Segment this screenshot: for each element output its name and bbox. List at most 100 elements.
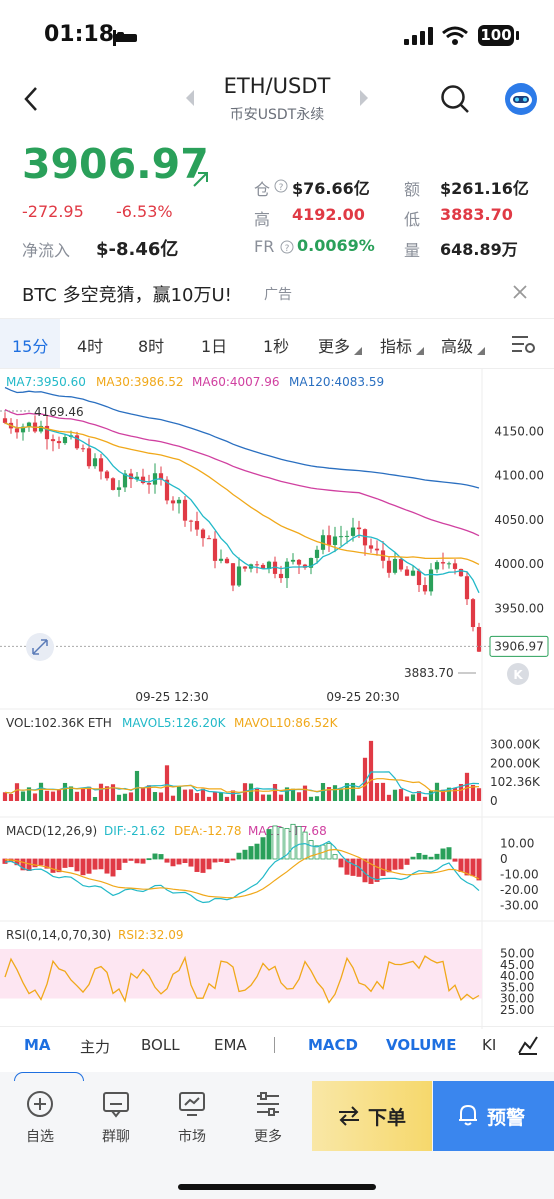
macd-histogram-bar bbox=[446, 847, 452, 860]
volume-bar bbox=[110, 784, 116, 801]
macd-histogram-bar bbox=[368, 858, 374, 884]
pair-title[interactable]: ETH/USDT bbox=[223, 74, 331, 98]
macd-histogram-bar bbox=[62, 858, 68, 868]
indicator-tab[interactable]: VOLUME bbox=[386, 1036, 457, 1054]
volume-bar bbox=[200, 788, 206, 801]
volume-bar bbox=[428, 790, 434, 801]
indicator-tab[interactable]: EMA bbox=[214, 1036, 247, 1054]
volume-bar bbox=[116, 794, 122, 801]
volume-bar bbox=[176, 786, 182, 801]
price-axis-tick: 4100.00 bbox=[494, 469, 544, 483]
macd-legend: MACD(12,26,9) bbox=[6, 824, 97, 838]
candle-body bbox=[104, 471, 110, 479]
candle-body bbox=[434, 562, 440, 570]
macd-histogram-bar bbox=[278, 827, 284, 860]
volume-bar bbox=[164, 765, 170, 801]
order-button[interactable]: 下单 bbox=[312, 1081, 432, 1151]
close-icon[interactable] bbox=[512, 284, 528, 300]
ad-text[interactable]: BTC 多空竞猜，赢10万U! bbox=[22, 285, 232, 306]
volume-bar bbox=[122, 793, 128, 801]
interval-tab[interactable]: 高级 bbox=[441, 337, 474, 356]
volume-bar bbox=[356, 795, 362, 801]
interval-tab[interactable]: 4时 bbox=[77, 337, 104, 356]
candle-body bbox=[368, 545, 374, 549]
candle-body bbox=[428, 569, 434, 592]
volume-bar bbox=[470, 784, 476, 801]
volume-bar bbox=[476, 788, 482, 801]
nav-item-1[interactable]: 群聊 bbox=[90, 1090, 142, 1150]
rsi-axis-tick: 45.00 bbox=[500, 958, 534, 972]
macd-histogram-bar bbox=[104, 858, 110, 874]
interval-tab[interactable]: 指标 bbox=[380, 337, 413, 356]
robot-assistant-icon[interactable] bbox=[504, 82, 538, 116]
back-chevron-icon[interactable] bbox=[22, 86, 40, 112]
macd-histogram-bar bbox=[464, 858, 470, 876]
volume-bar bbox=[158, 792, 164, 801]
volume-bar bbox=[218, 792, 224, 801]
ma-legend-item: MA60:4007.96 bbox=[192, 375, 280, 389]
macd-histogram-bar bbox=[242, 849, 248, 860]
rsi-axis-tick: 35.00 bbox=[500, 980, 534, 994]
volume-bar bbox=[68, 786, 74, 801]
interval-tab[interactable]: 1秒 bbox=[263, 337, 290, 356]
volume-bar bbox=[146, 785, 152, 801]
volume-bar bbox=[272, 783, 278, 801]
volume-bar bbox=[320, 783, 326, 801]
interval-tab[interactable]: 8时 bbox=[138, 337, 165, 356]
volume-bar bbox=[212, 791, 218, 801]
volume-bar bbox=[248, 783, 254, 801]
indicator-tab[interactable]: BOLL bbox=[141, 1036, 180, 1054]
high-label: 高 bbox=[254, 210, 271, 229]
volume-bar bbox=[434, 782, 440, 801]
volume-bar bbox=[140, 787, 146, 801]
indicator-tab[interactable]: MACD bbox=[308, 1036, 358, 1054]
rsi-axis-tick: 30.00 bbox=[500, 992, 534, 1006]
candle-body bbox=[164, 479, 170, 501]
chart-area[interactable]: MA7:3950.60 MA30:3986.52 MA60:4007.96 MA120… bbox=[0, 368, 554, 1029]
alert-button[interactable]: 预警 bbox=[433, 1081, 554, 1151]
low-label: 低 bbox=[404, 210, 421, 229]
info-icon[interactable]: ? bbox=[274, 179, 288, 193]
volume-bar bbox=[104, 786, 110, 801]
macd-histogram-bar bbox=[344, 858, 350, 875]
volume-bar bbox=[290, 788, 296, 801]
chart-settings-icon[interactable] bbox=[512, 334, 536, 354]
macd-histogram-bar bbox=[74, 858, 80, 872]
alert-label: 预警 bbox=[487, 1107, 526, 1129]
indicator-tab[interactable]: 主力 bbox=[80, 1038, 111, 1056]
macd-histogram-bar bbox=[416, 853, 422, 860]
info-icon[interactable]: ? bbox=[280, 240, 294, 254]
sleep-bed-icon bbox=[113, 30, 137, 46]
macd-histogram-bar bbox=[440, 848, 446, 860]
draw-tool-icon[interactable] bbox=[516, 1033, 540, 1057]
interval-tab[interactable]: 15分 bbox=[12, 337, 49, 356]
volume-bar bbox=[230, 790, 236, 801]
macd-axis-tick: -10.00 bbox=[500, 868, 539, 882]
candle-body bbox=[212, 538, 218, 561]
next-pair-icon[interactable] bbox=[358, 90, 368, 106]
nav-item-2[interactable]: 市场 bbox=[166, 1090, 218, 1150]
macd-histogram-bar bbox=[200, 858, 206, 873]
candle-body bbox=[332, 536, 338, 545]
volume-bar bbox=[326, 787, 332, 801]
indicator-tab[interactable]: KI bbox=[482, 1036, 497, 1054]
indicator-tab[interactable]: MA bbox=[24, 1036, 51, 1054]
candle-body bbox=[386, 560, 392, 573]
volume-bar bbox=[422, 796, 428, 801]
search-icon[interactable] bbox=[440, 84, 470, 114]
nav-item-3[interactable]: 更多 bbox=[242, 1090, 294, 1150]
interval-tab[interactable]: 1日 bbox=[201, 337, 228, 356]
max-price-label: 4169.46 bbox=[34, 405, 84, 419]
ad-banner[interactable]: BTC 多空竞猜，赢10万U! 广告 bbox=[0, 268, 554, 316]
kline-chart[interactable]: MA7:3950.60 MA30:3986.52 MA60:4007.96 MA120… bbox=[0, 369, 554, 1029]
candle-body bbox=[272, 561, 278, 574]
macd-axis-tick: -20.00 bbox=[500, 883, 539, 897]
candle-body bbox=[152, 473, 158, 485]
price-change-pct: -6.53% bbox=[116, 202, 173, 221]
nav-item-0[interactable]: 自选 bbox=[14, 1090, 66, 1150]
interval-tab[interactable]: 更多 bbox=[318, 337, 351, 356]
net-inflow-label: 净流入 bbox=[22, 241, 71, 260]
prev-pair-icon[interactable] bbox=[186, 90, 196, 106]
candle-body bbox=[356, 527, 362, 530]
volume-bar bbox=[38, 782, 44, 801]
